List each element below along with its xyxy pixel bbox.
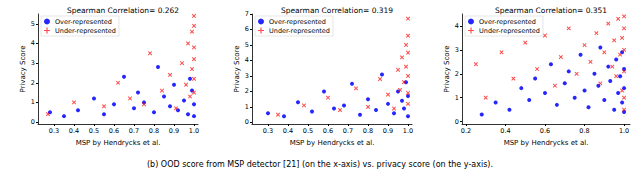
svg-text:Under-represented: Under-represented [269,27,330,35]
svg-text:1: 1 [455,94,459,102]
svg-text:0.7: 0.7 [129,127,139,135]
svg-text:MSP by Hendrycks et al.: MSP by Hendrycks et al. [290,139,375,147]
svg-text:1.0: 1.0 [619,127,629,135]
svg-text:(b) OOD score from MSP detecto: (b) OOD score from MSP detector [21] (on… [147,160,493,169]
svg-text:0.4: 0.4 [500,127,510,135]
svg-text:0: 0 [455,118,459,126]
svg-text:0.4: 0.4 [69,127,79,135]
svg-text:0: 0 [245,118,249,126]
svg-text:4: 4 [455,22,459,30]
svg-text:Privacy Score: Privacy Score [233,45,241,92]
svg-text:4: 4 [245,56,249,64]
svg-text:3: 3 [31,59,35,67]
svg-text:2: 2 [31,79,35,87]
svg-text:Over-represented: Over-represented [55,18,112,26]
svg-text:0.5: 0.5 [89,127,99,135]
svg-text:Spearman Correlation= 0.351: Spearman Correlation= 0.351 [495,6,607,15]
svg-text:2: 2 [455,70,459,78]
svg-text:Over-represented: Over-represented [479,18,536,26]
svg-text:2: 2 [245,87,249,95]
svg-text:5: 5 [31,20,35,28]
svg-text:0.6: 0.6 [109,127,119,135]
svg-text:1.0: 1.0 [403,127,413,135]
svg-text:0.8: 0.8 [149,127,159,135]
svg-text:0.4: 0.4 [283,127,293,135]
svg-text:0.6: 0.6 [540,127,550,135]
svg-text:0.3: 0.3 [49,127,59,135]
svg-text:0.5: 0.5 [303,127,313,135]
svg-text:MSP by Hendrycks et al.: MSP by Hendrycks et al. [504,139,589,147]
svg-text:0.8: 0.8 [363,127,373,135]
svg-text:Spearman Correlation= 0.319: Spearman Correlation= 0.319 [281,6,393,15]
svg-text:0: 0 [31,118,35,126]
svg-text:0.9: 0.9 [169,127,179,135]
svg-text:5: 5 [245,41,249,49]
svg-text:0.8: 0.8 [579,127,589,135]
svg-text:7: 7 [245,10,249,18]
svg-text:1: 1 [245,103,249,111]
svg-text:Spearman Correlation= 0.262: Spearman Correlation= 0.262 [67,6,179,15]
svg-text:6: 6 [245,25,249,33]
svg-text:Privacy Score: Privacy Score [19,45,27,92]
svg-text:Over-represented: Over-represented [269,18,326,26]
svg-text:1.0: 1.0 [189,127,199,135]
svg-text:3: 3 [455,46,459,54]
svg-text:0.9: 0.9 [383,127,393,135]
svg-text:4: 4 [31,39,35,47]
svg-text:1: 1 [31,98,35,106]
svg-text:Under-represented: Under-represented [479,27,540,35]
svg-text:0.2: 0.2 [461,127,471,135]
svg-text:Under-represented: Under-represented [55,27,116,35]
svg-text:3: 3 [245,72,249,80]
svg-text:0.3: 0.3 [263,127,273,135]
svg-text:0.6: 0.6 [323,127,333,135]
svg-text:Privacy Score: Privacy Score [443,45,451,92]
svg-text:MSP by Hendrycks et al.: MSP by Hendrycks et al. [76,139,161,147]
svg-text:0.7: 0.7 [343,127,353,135]
